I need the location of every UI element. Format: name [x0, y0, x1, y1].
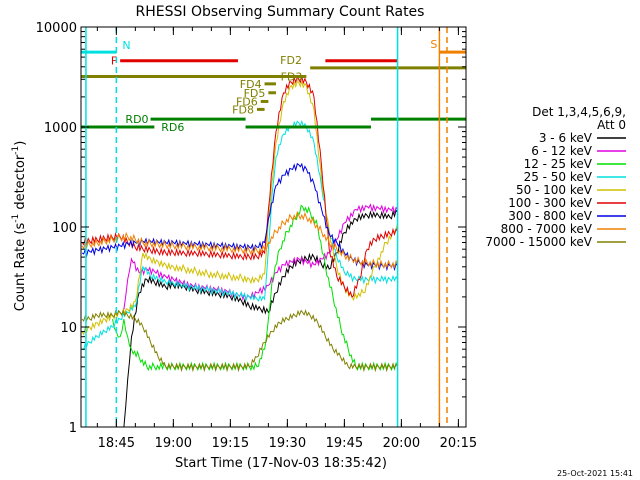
chart-title: RHESSI Observing Summary Count Rates: [136, 4, 425, 20]
flag-label-fd8: FD8: [232, 103, 254, 116]
generation-timestamp: 25-Oct-2021 15:41: [557, 469, 633, 478]
y-axis-label: Count Rate (s-1 detector-1): [11, 141, 28, 312]
series-line-25-50-kev: [81, 119, 399, 351]
flag-label-fd4: FD4: [240, 78, 262, 91]
legend-label-800-7000-kev: 800 - 7000 keV: [501, 222, 593, 236]
x-tick-label: 19:00: [155, 436, 192, 451]
legend-label-3-6-kev: 3 - 6 keV: [539, 131, 593, 145]
flag-label-s: S: [430, 38, 437, 51]
flag-label-f: F: [111, 55, 117, 68]
legend-header-detectors: Det 1,3,4,5,6,9,: [532, 105, 626, 119]
y-tick-label: 1: [69, 421, 77, 436]
series-layer: [81, 74, 399, 427]
legend-label-100-300-kev: 100 - 300 keV: [508, 196, 592, 210]
series-line-800-7000-kev: [81, 210, 399, 269]
x-tick-label: 19:45: [326, 436, 363, 451]
legend-label-300-800-kev: 300 - 800 keV: [508, 209, 592, 223]
x-tick-label: 18:45: [98, 436, 135, 451]
plot-frame: [80, 26, 467, 428]
x-axis-label: Start Time (17-Nov-03 18:35:42): [175, 456, 387, 471]
flag-label-rd0: RD0: [125, 113, 148, 126]
series-line-6-12-kev: [123, 203, 398, 310]
series-line-12-25-kev: [112, 204, 399, 372]
y-tick-label: 1000: [44, 121, 77, 136]
legend-label-12-25-kev: 12 - 25 keV: [524, 157, 593, 171]
axes-layer: 18:45 19:00 19:15 19:30 19:45 20:00 20:15 1 10 10…: [36, 21, 477, 451]
series-line-3-6-kev: [123, 209, 399, 427]
y-tick-label: 10000: [36, 21, 77, 36]
legend-label-50-100-kev: 50 - 100 keV: [516, 183, 593, 197]
x-tick-label: 20:15: [440, 436, 477, 451]
series-line-100-300-kev: [81, 74, 399, 298]
x-tick-label: 19:15: [212, 436, 249, 451]
series-line-300-800-kev: [81, 162, 398, 272]
flag-label-n: N: [122, 39, 130, 52]
flag-label-fd6: FD6: [236, 95, 258, 108]
x-tick-label: 20:00: [383, 436, 420, 451]
series-line-7000-15000-kev: [81, 309, 399, 373]
legend-header-attenuator: Att 0: [597, 118, 626, 132]
y-tick-label: 100: [52, 221, 77, 236]
legend-label-7000-15000-kev: 7000 - 15000 keV: [485, 235, 592, 249]
legend-label-25-50-kev: 25 - 50 keV: [524, 170, 593, 184]
flag-label-fd3: FD3: [281, 70, 303, 83]
x-tick-label: 19:30: [269, 436, 306, 451]
legend-label-6-12-kev: 6 - 12 keV: [531, 144, 593, 158]
y-tick-label: 10: [60, 321, 77, 336]
flag-label-fd2: FD2: [280, 54, 302, 67]
flag-label-fd5: FD5: [244, 87, 266, 100]
flag-label-rd6: RD6: [161, 121, 184, 134]
